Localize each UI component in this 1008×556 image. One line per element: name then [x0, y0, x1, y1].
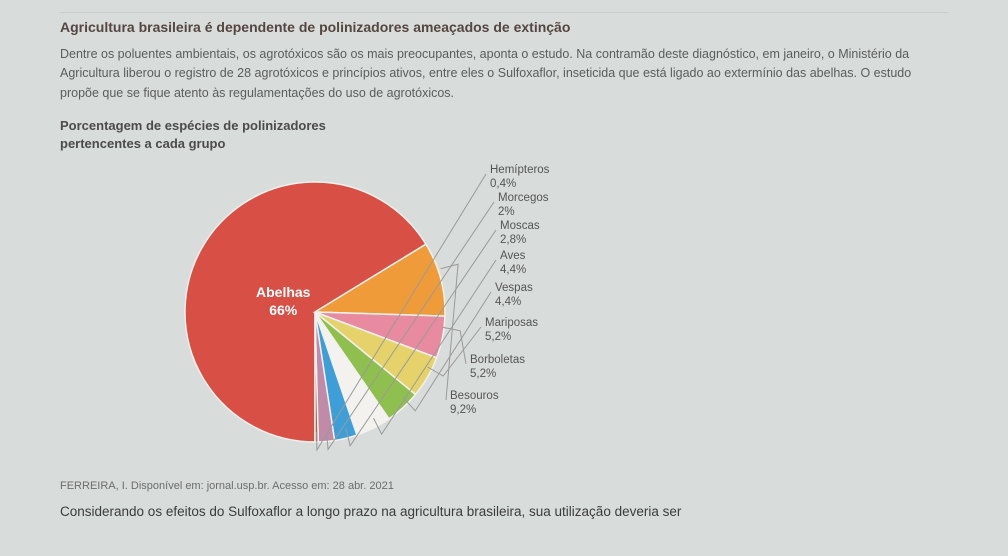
divider — [60, 12, 948, 13]
slice-label-borboletas: Borboletas5,2% — [470, 354, 525, 382]
pie-chart: Abelhas 66% Besouros9,2%Borboletas5,2%Ma… — [180, 162, 680, 472]
slice-label-morcegos: Morcegos2% — [498, 192, 549, 220]
slice-label-besouros: Besouros9,2% — [450, 390, 499, 418]
chart-title-line1: Porcentagem de espécies de polinizadores — [60, 118, 326, 133]
source-citation: FERREIRA, I. Disponível em: jornal.usp.b… — [60, 480, 948, 492]
pie-svg — [180, 172, 450, 452]
article-headline: Agricultura brasileira é dependente de p… — [60, 19, 948, 35]
slice-label-hemipteros: Hemípteros0,4% — [490, 164, 549, 192]
slice-label-aves: Aves4,4% — [500, 250, 526, 278]
question-text: Considerando os efeitos do Sulfoxaflor a… — [60, 504, 948, 519]
slice-label-vespas: Vespas4,4% — [495, 282, 533, 310]
slice-label-mariposas: Mariposas5,2% — [485, 317, 538, 345]
chart-title: Porcentagem de espécies de polinizadores… — [60, 117, 948, 152]
intro-paragraph: Dentre os poluentes ambientais, os agrot… — [60, 45, 948, 103]
slice-label-moscas: Moscas2,8% — [500, 220, 540, 248]
chart-title-line2: pertencentes a cada grupo — [60, 136, 225, 151]
page: Agricultura brasileira é dependente de p… — [0, 0, 1008, 519]
